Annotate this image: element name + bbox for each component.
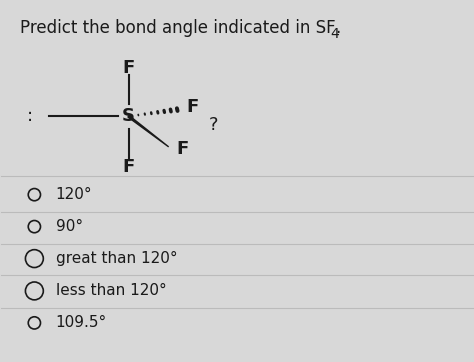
Text: 4: 4 bbox=[330, 27, 339, 41]
Text: Predict the bond angle indicated in SF: Predict the bond angle indicated in SF bbox=[20, 19, 336, 37]
Text: F: F bbox=[122, 157, 135, 176]
Text: great than 120°: great than 120° bbox=[55, 251, 177, 266]
Text: 90°: 90° bbox=[55, 219, 82, 234]
Text: ?: ? bbox=[209, 116, 218, 134]
Text: less than 120°: less than 120° bbox=[55, 283, 166, 298]
Text: F: F bbox=[176, 140, 189, 158]
Text: :: : bbox=[27, 107, 34, 125]
Text: .: . bbox=[335, 19, 340, 37]
Text: 109.5°: 109.5° bbox=[55, 315, 107, 331]
Text: S: S bbox=[122, 108, 135, 125]
Polygon shape bbox=[128, 116, 169, 147]
Text: F: F bbox=[186, 98, 198, 116]
Text: 120°: 120° bbox=[55, 187, 92, 202]
Text: F: F bbox=[122, 59, 135, 77]
